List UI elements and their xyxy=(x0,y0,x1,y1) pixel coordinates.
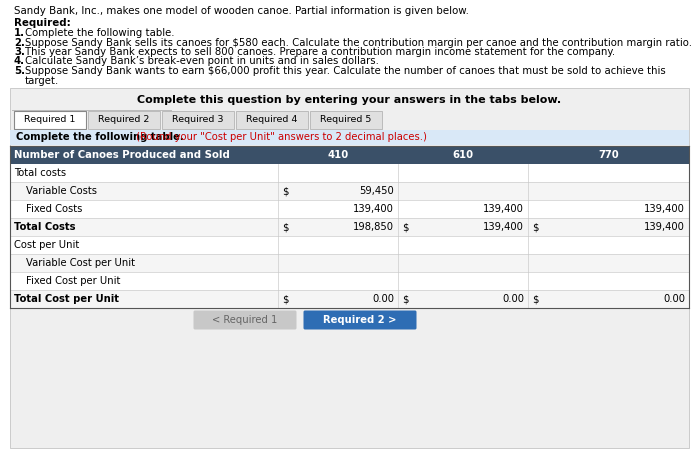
Bar xyxy=(14,111,86,129)
Text: 59,450: 59,450 xyxy=(359,186,394,196)
Text: Complete the following table.: Complete the following table. xyxy=(16,132,184,142)
Text: 2.: 2. xyxy=(14,38,25,48)
Text: $: $ xyxy=(402,294,408,304)
Bar xyxy=(310,111,382,129)
Text: Required:: Required: xyxy=(14,18,71,28)
Bar xyxy=(10,130,689,145)
Text: 4.: 4. xyxy=(14,57,25,67)
Bar xyxy=(10,182,689,200)
Text: 139,400: 139,400 xyxy=(353,204,394,214)
Text: $: $ xyxy=(282,294,289,304)
Text: 3.: 3. xyxy=(14,47,25,57)
Text: Sandy Bank, Inc., makes one model of wooden canoe. Partial information is given : Sandy Bank, Inc., makes one model of woo… xyxy=(14,6,469,16)
Text: Required 4: Required 4 xyxy=(246,116,298,125)
Text: Required 3: Required 3 xyxy=(172,116,224,125)
Text: Required 1: Required 1 xyxy=(24,116,75,125)
Text: 770: 770 xyxy=(598,150,619,160)
Text: Suppose Sandy Bank wants to earn $66,000 profit this year. Calculate the number : Suppose Sandy Bank wants to earn $66,000… xyxy=(25,66,665,76)
FancyBboxPatch shape xyxy=(303,310,417,329)
Text: Total Cost per Unit: Total Cost per Unit xyxy=(14,294,119,304)
Text: Suppose Sandy Bank sells its canoes for $580 each. Calculate the contribution ma: Suppose Sandy Bank sells its canoes for … xyxy=(25,38,692,48)
Text: Required 2 >: Required 2 > xyxy=(324,315,397,325)
Text: $: $ xyxy=(532,222,538,232)
Text: 1.: 1. xyxy=(14,28,25,38)
Bar xyxy=(10,164,689,182)
Bar xyxy=(10,88,689,448)
Bar xyxy=(10,272,689,290)
Text: Fixed Cost per Unit: Fixed Cost per Unit xyxy=(26,276,120,286)
Bar xyxy=(162,111,234,129)
Text: 5.: 5. xyxy=(14,66,25,76)
Text: Required 2: Required 2 xyxy=(99,116,150,125)
Bar xyxy=(10,290,689,308)
Text: 139,400: 139,400 xyxy=(644,204,685,214)
Bar xyxy=(88,111,160,129)
Text: 0.00: 0.00 xyxy=(663,294,685,304)
Bar xyxy=(10,200,689,218)
Text: 0.00: 0.00 xyxy=(372,294,394,304)
Text: target.: target. xyxy=(25,76,59,86)
Text: Required 5: Required 5 xyxy=(320,116,372,125)
Text: Fixed Costs: Fixed Costs xyxy=(26,204,82,214)
Bar xyxy=(10,254,689,272)
Text: Total costs: Total costs xyxy=(14,168,66,178)
Text: 610: 610 xyxy=(452,150,473,160)
Text: $: $ xyxy=(402,222,408,232)
Text: Variable Cost per Unit: Variable Cost per Unit xyxy=(26,258,135,268)
Text: Variable Costs: Variable Costs xyxy=(26,186,97,196)
Text: This year Sandy Bank expects to sell 800 canoes. Prepare a contribution margin i: This year Sandy Bank expects to sell 800… xyxy=(25,47,615,57)
Text: 410: 410 xyxy=(327,150,349,160)
Text: 139,400: 139,400 xyxy=(644,222,685,232)
Text: Cost per Unit: Cost per Unit xyxy=(14,240,79,250)
Bar xyxy=(10,236,689,254)
Text: $: $ xyxy=(532,294,538,304)
Text: (Round your "Cost per Unit" answers to 2 decimal places.): (Round your "Cost per Unit" answers to 2… xyxy=(134,132,427,142)
Bar xyxy=(10,218,689,236)
Text: 198,850: 198,850 xyxy=(353,222,394,232)
Bar xyxy=(236,111,308,129)
Text: Complete the following table.: Complete the following table. xyxy=(25,28,175,38)
Text: $: $ xyxy=(282,186,289,196)
FancyBboxPatch shape xyxy=(194,310,296,329)
Text: 139,400: 139,400 xyxy=(483,204,524,214)
Text: Number of Canoes Produced and Sold: Number of Canoes Produced and Sold xyxy=(14,150,230,160)
Text: < Required 1: < Required 1 xyxy=(212,315,278,325)
Text: $: $ xyxy=(282,222,289,232)
Text: Total Costs: Total Costs xyxy=(14,222,75,232)
Text: 0.00: 0.00 xyxy=(502,294,524,304)
Text: 139,400: 139,400 xyxy=(483,222,524,232)
Bar xyxy=(10,146,689,164)
Text: Calculate Sandy Bank’s break-even point in units and in sales dollars.: Calculate Sandy Bank’s break-even point … xyxy=(25,57,379,67)
Text: Complete this question by entering your answers in the tabs below.: Complete this question by entering your … xyxy=(138,95,561,105)
